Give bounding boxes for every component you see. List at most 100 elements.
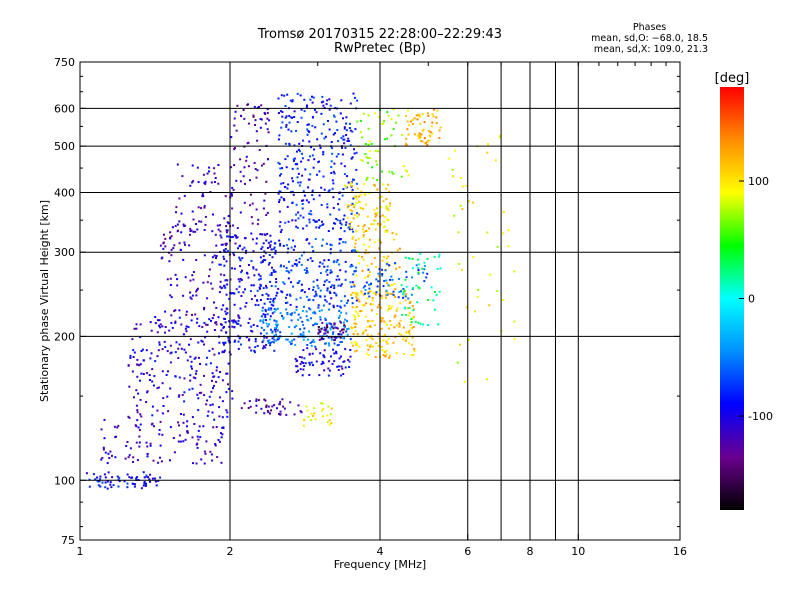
data-point	[264, 308, 267, 311]
data-point	[325, 103, 328, 106]
data-point	[384, 230, 387, 233]
data-point	[307, 338, 310, 341]
data-point	[104, 451, 107, 454]
data-point	[156, 355, 159, 358]
data-point	[395, 309, 398, 312]
data-point	[268, 339, 271, 342]
data-point	[249, 179, 251, 182]
data-point	[182, 413, 185, 416]
data-point	[292, 285, 295, 288]
data-point	[340, 340, 343, 343]
data-point	[221, 426, 224, 429]
data-point	[99, 475, 102, 478]
data-point	[351, 291, 354, 294]
data-point	[375, 278, 378, 281]
data-point	[270, 308, 273, 311]
data-point	[360, 291, 363, 294]
data-point	[428, 129, 431, 132]
data-point	[333, 114, 335, 117]
data-point	[320, 309, 323, 312]
data-point	[399, 319, 402, 322]
data-point	[499, 134, 501, 137]
data-point	[226, 372, 229, 375]
data-point	[365, 339, 368, 342]
data-point	[198, 325, 201, 328]
data-point	[113, 425, 116, 428]
data-point	[298, 142, 301, 145]
data-point	[370, 334, 373, 337]
data-point	[169, 352, 172, 355]
data-point	[149, 357, 152, 360]
data-point	[285, 244, 288, 247]
data-point	[221, 379, 224, 382]
data-point	[382, 183, 385, 186]
data-point	[400, 290, 402, 293]
data-point	[325, 328, 328, 331]
data-point	[291, 100, 294, 103]
data-point	[264, 113, 267, 115]
data-point	[349, 349, 352, 351]
data-point	[111, 454, 113, 457]
data-point	[391, 284, 393, 286]
data-point	[342, 321, 345, 324]
data-point	[385, 198, 388, 200]
data-point	[318, 194, 321, 197]
data-point	[255, 411, 258, 414]
data-point	[219, 230, 222, 233]
data-point	[326, 331, 329, 334]
data-point	[231, 207, 234, 210]
data-point	[340, 311, 343, 314]
data-point	[234, 242, 237, 245]
data-point	[224, 321, 227, 324]
data-point	[339, 305, 342, 308]
data-point	[273, 310, 276, 313]
data-point	[315, 220, 318, 223]
data-point	[233, 117, 236, 120]
data-point	[136, 409, 139, 412]
data-point	[361, 304, 364, 306]
data-point	[284, 142, 287, 145]
data-point	[392, 172, 395, 175]
data-point	[301, 203, 304, 205]
data-point	[323, 326, 326, 329]
data-point	[170, 321, 173, 324]
data-point	[206, 323, 209, 326]
data-point	[314, 238, 317, 240]
data-point	[144, 484, 147, 487]
data-point	[317, 332, 320, 335]
data-point	[437, 323, 440, 326]
data-point	[190, 360, 193, 363]
data-point	[271, 266, 273, 269]
data-point	[382, 285, 385, 288]
data-point	[136, 419, 139, 422]
data-point	[474, 310, 476, 313]
data-point	[384, 269, 387, 272]
data-point	[182, 223, 185, 226]
data-point	[351, 302, 354, 305]
data-point	[177, 440, 180, 443]
data-point	[159, 476, 162, 479]
data-point	[421, 113, 424, 116]
data-point	[280, 126, 283, 129]
data-point	[213, 353, 216, 356]
data-point	[174, 309, 177, 312]
data-point	[134, 483, 136, 486]
data-point	[427, 115, 430, 117]
data-point	[395, 267, 398, 270]
data-point	[502, 232, 505, 235]
data-point	[204, 452, 207, 455]
data-point	[275, 281, 278, 284]
data-point	[168, 260, 171, 263]
data-point	[278, 201, 281, 203]
data-point	[422, 323, 425, 326]
data-point	[197, 206, 200, 209]
data-point	[385, 289, 388, 292]
data-point	[269, 301, 272, 304]
data-point	[364, 153, 367, 155]
data-point	[402, 288, 405, 290]
data-point	[224, 310, 227, 313]
data-point	[250, 325, 253, 328]
data-point	[302, 199, 305, 202]
data-point	[419, 252, 422, 255]
